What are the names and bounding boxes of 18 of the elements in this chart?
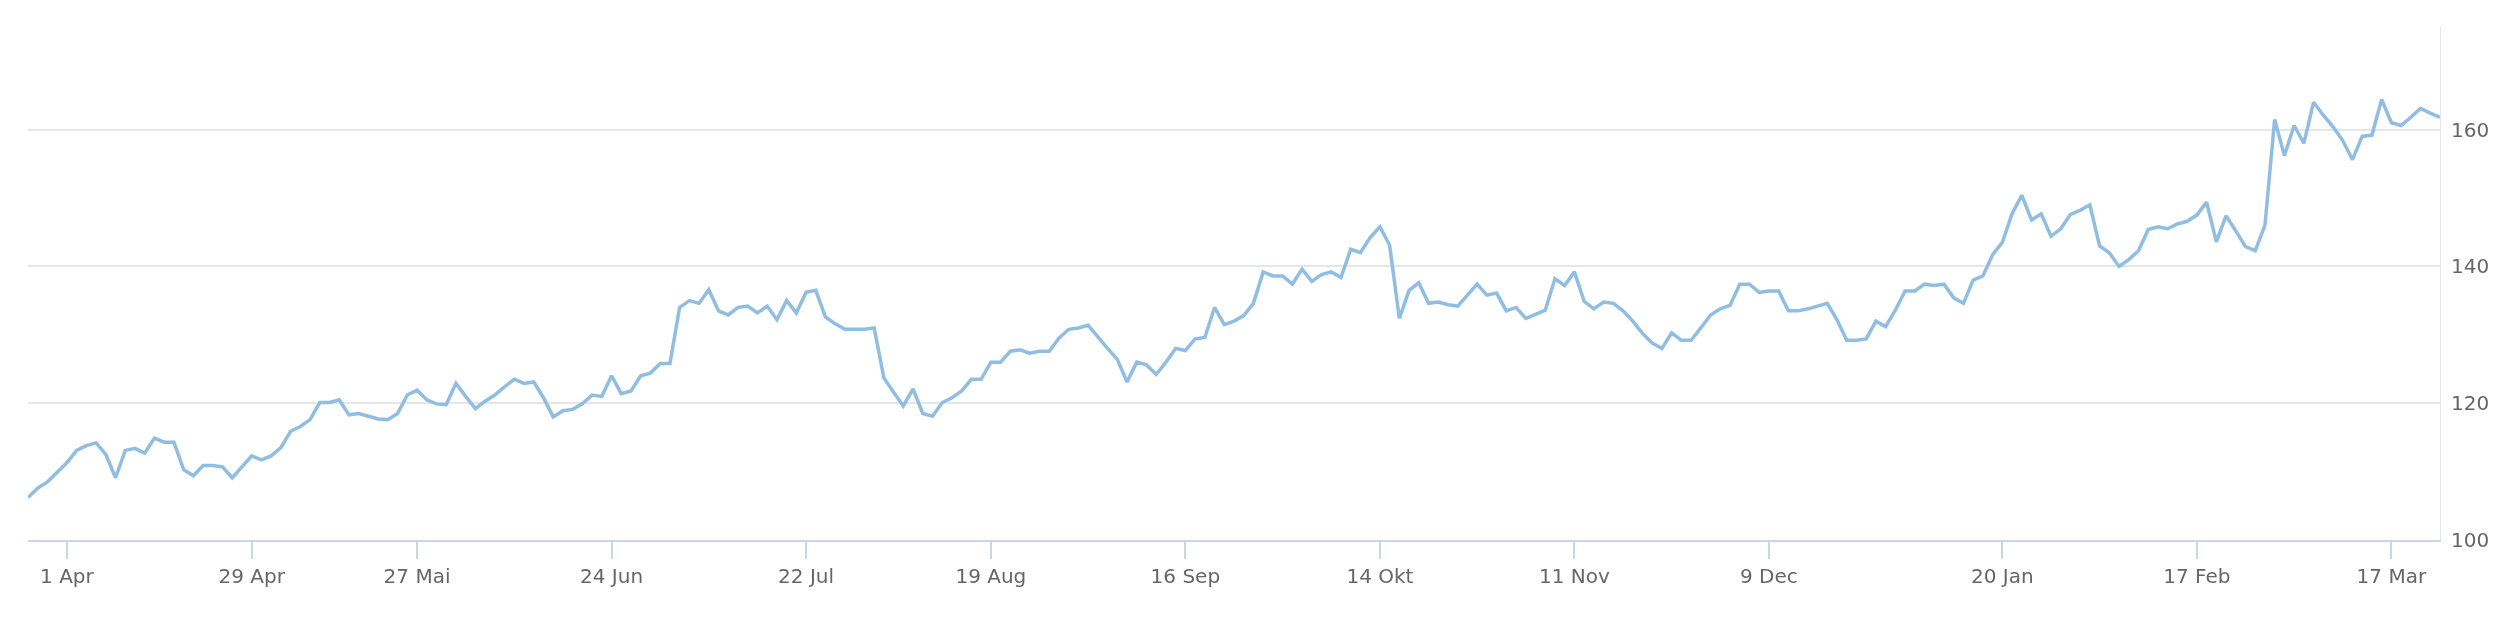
x-tick-label: 1 Apr [40, 563, 95, 588]
x-tick-label: 27 Mai [383, 563, 451, 588]
x-tick-label: 22 Jul [778, 563, 835, 588]
y-tick-label: 160 [2451, 117, 2490, 142]
y-tick-label: 120 [2451, 391, 2490, 416]
x-tick-label: 17 Mar [2356, 563, 2427, 588]
x-tick-label: 29 Apr [218, 563, 286, 588]
x-tick-label: 20 Jan [1971, 563, 2034, 588]
line-series [28, 97, 2440, 500]
x-tick-label: 24 Jun [580, 563, 644, 588]
y-tick-label: 140 [2451, 254, 2490, 279]
x-tick-label: 9 Dec [1740, 563, 1798, 588]
x-tick-label: 17 Feb [2163, 563, 2231, 588]
y-tick-label: 100 [2451, 528, 2490, 552]
x-tick-label: 14 Okt [1346, 563, 1414, 588]
x-tick-label: 19 Aug [955, 563, 1027, 588]
x-tick-label: 11 Nov [1538, 563, 1610, 588]
x-tick-label: 16 Sep [1150, 563, 1221, 588]
